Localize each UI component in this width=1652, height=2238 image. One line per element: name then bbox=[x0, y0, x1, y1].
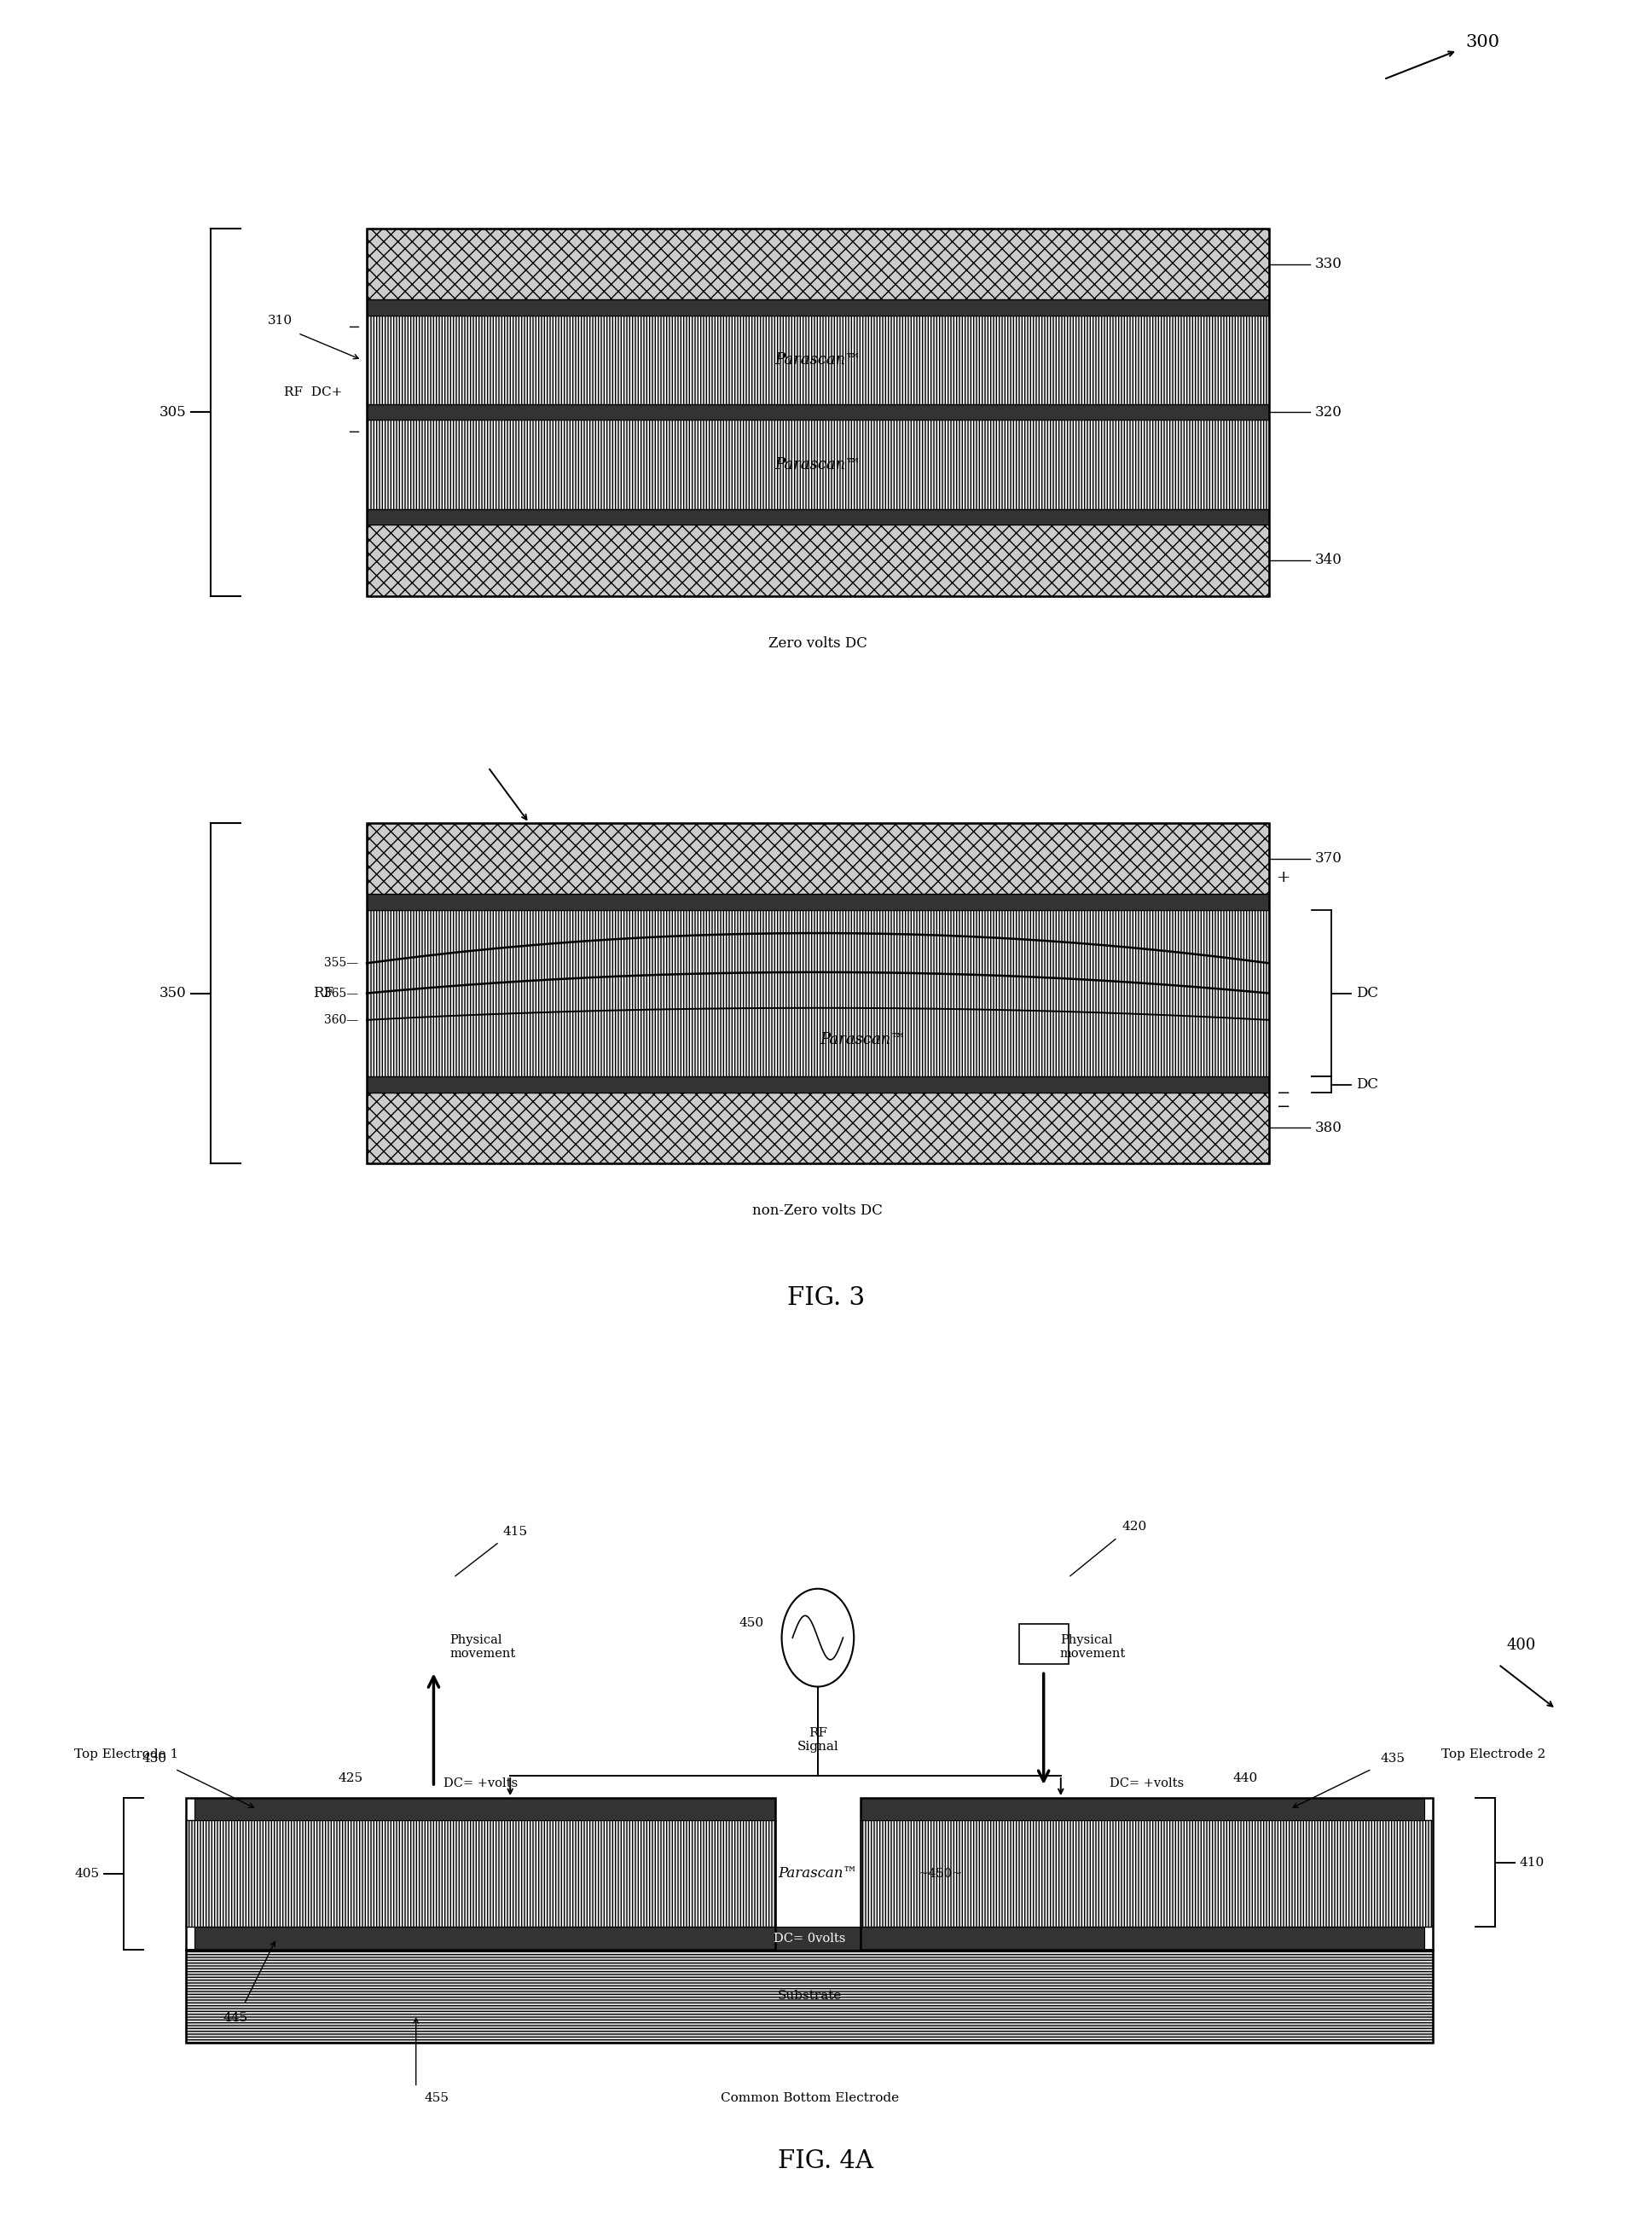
Text: 305: 305 bbox=[159, 405, 187, 419]
Text: −: − bbox=[1277, 1085, 1290, 1101]
Text: 330: 330 bbox=[1315, 257, 1341, 271]
Text: RF: RF bbox=[314, 987, 334, 1000]
Text: 415: 415 bbox=[502, 1526, 527, 1538]
Text: Parascan™: Parascan™ bbox=[819, 1032, 905, 1047]
Text: Top Electrode 2: Top Electrode 2 bbox=[1441, 1748, 1545, 1759]
Text: 310: 310 bbox=[268, 316, 292, 327]
Text: FIG. 3: FIG. 3 bbox=[786, 1287, 866, 1309]
Bar bbox=[187, 1797, 775, 1949]
Text: 455: 455 bbox=[425, 2093, 449, 2104]
Text: 405: 405 bbox=[74, 1869, 99, 1880]
Bar bbox=[367, 524, 1269, 595]
Text: 340: 340 bbox=[1315, 553, 1341, 568]
Text: Top Electrode 1: Top Electrode 1 bbox=[74, 1748, 178, 1759]
Text: DC: DC bbox=[1356, 987, 1378, 1000]
Text: 400: 400 bbox=[1507, 1638, 1536, 1654]
Text: 430: 430 bbox=[142, 1752, 167, 1764]
Text: −: − bbox=[347, 320, 360, 336]
Text: Substrate: Substrate bbox=[778, 1990, 843, 2003]
Text: DC= 0volts: DC= 0volts bbox=[773, 1931, 846, 1945]
Text: 410: 410 bbox=[1520, 1858, 1545, 1869]
Bar bbox=[367, 824, 1269, 1164]
Text: ~450~: ~450~ bbox=[917, 1869, 963, 1880]
Bar bbox=[367, 508, 1269, 524]
Text: Parascan™: Parascan™ bbox=[778, 1866, 857, 1880]
Text: 360—: 360— bbox=[324, 1014, 358, 1025]
Text: Zero volts DC: Zero volts DC bbox=[768, 636, 867, 651]
Text: FIG. 4A: FIG. 4A bbox=[778, 2151, 874, 2173]
Text: RF
Signal: RF Signal bbox=[796, 1728, 839, 1752]
Bar bbox=[367, 824, 1269, 895]
Bar bbox=[367, 316, 1269, 405]
Text: RF  DC+: RF DC+ bbox=[284, 387, 342, 398]
Bar bbox=[367, 1092, 1269, 1164]
Bar bbox=[861, 1819, 1432, 1927]
Text: 350: 350 bbox=[159, 987, 187, 1000]
Text: Physical
movement: Physical movement bbox=[1061, 1634, 1127, 1661]
Text: 425: 425 bbox=[339, 1772, 363, 1784]
Bar bbox=[367, 300, 1269, 316]
Bar bbox=[187, 1949, 1432, 2043]
Text: 370: 370 bbox=[1315, 850, 1341, 866]
Text: 445: 445 bbox=[223, 2012, 248, 2023]
Text: 365—: 365— bbox=[324, 987, 358, 998]
Bar bbox=[187, 1949, 1432, 2043]
Bar bbox=[861, 1797, 1424, 1819]
Bar bbox=[187, 1819, 775, 1927]
Bar bbox=[367, 421, 1269, 508]
Text: Physical
movement: Physical movement bbox=[449, 1634, 515, 1661]
Text: DC: DC bbox=[1356, 1076, 1378, 1092]
Bar bbox=[367, 1076, 1269, 1092]
Text: 435: 435 bbox=[1379, 1752, 1404, 1764]
Text: DC= +volts: DC= +volts bbox=[1110, 1777, 1184, 1788]
Text: 355—: 355— bbox=[324, 958, 358, 969]
Bar bbox=[861, 1797, 1432, 1949]
Text: Common Bottom Electrode: Common Bottom Electrode bbox=[720, 2093, 899, 2104]
Text: 320: 320 bbox=[1315, 405, 1341, 419]
Bar bbox=[367, 228, 1269, 300]
Text: 380: 380 bbox=[1315, 1121, 1341, 1135]
Text: 420: 420 bbox=[1122, 1522, 1146, 1533]
Text: Parascan™: Parascan™ bbox=[775, 457, 861, 472]
Bar bbox=[367, 895, 1269, 909]
Text: −: − bbox=[1277, 1099, 1290, 1115]
Bar bbox=[1019, 1625, 1069, 1665]
Text: 440: 440 bbox=[1232, 1772, 1257, 1784]
Bar bbox=[367, 909, 1269, 1076]
Text: DC= +volts: DC= +volts bbox=[444, 1777, 517, 1788]
Text: non-Zero volts DC: non-Zero volts DC bbox=[753, 1204, 882, 1217]
Text: Parascan™: Parascan™ bbox=[775, 351, 861, 367]
Text: 450: 450 bbox=[738, 1618, 763, 1629]
Bar bbox=[195, 1927, 1424, 1949]
Text: 300: 300 bbox=[1465, 34, 1500, 51]
Bar bbox=[367, 405, 1269, 421]
Text: +: + bbox=[1277, 871, 1292, 886]
Bar bbox=[367, 228, 1269, 595]
Text: −: − bbox=[347, 425, 360, 441]
Bar bbox=[195, 1797, 775, 1819]
